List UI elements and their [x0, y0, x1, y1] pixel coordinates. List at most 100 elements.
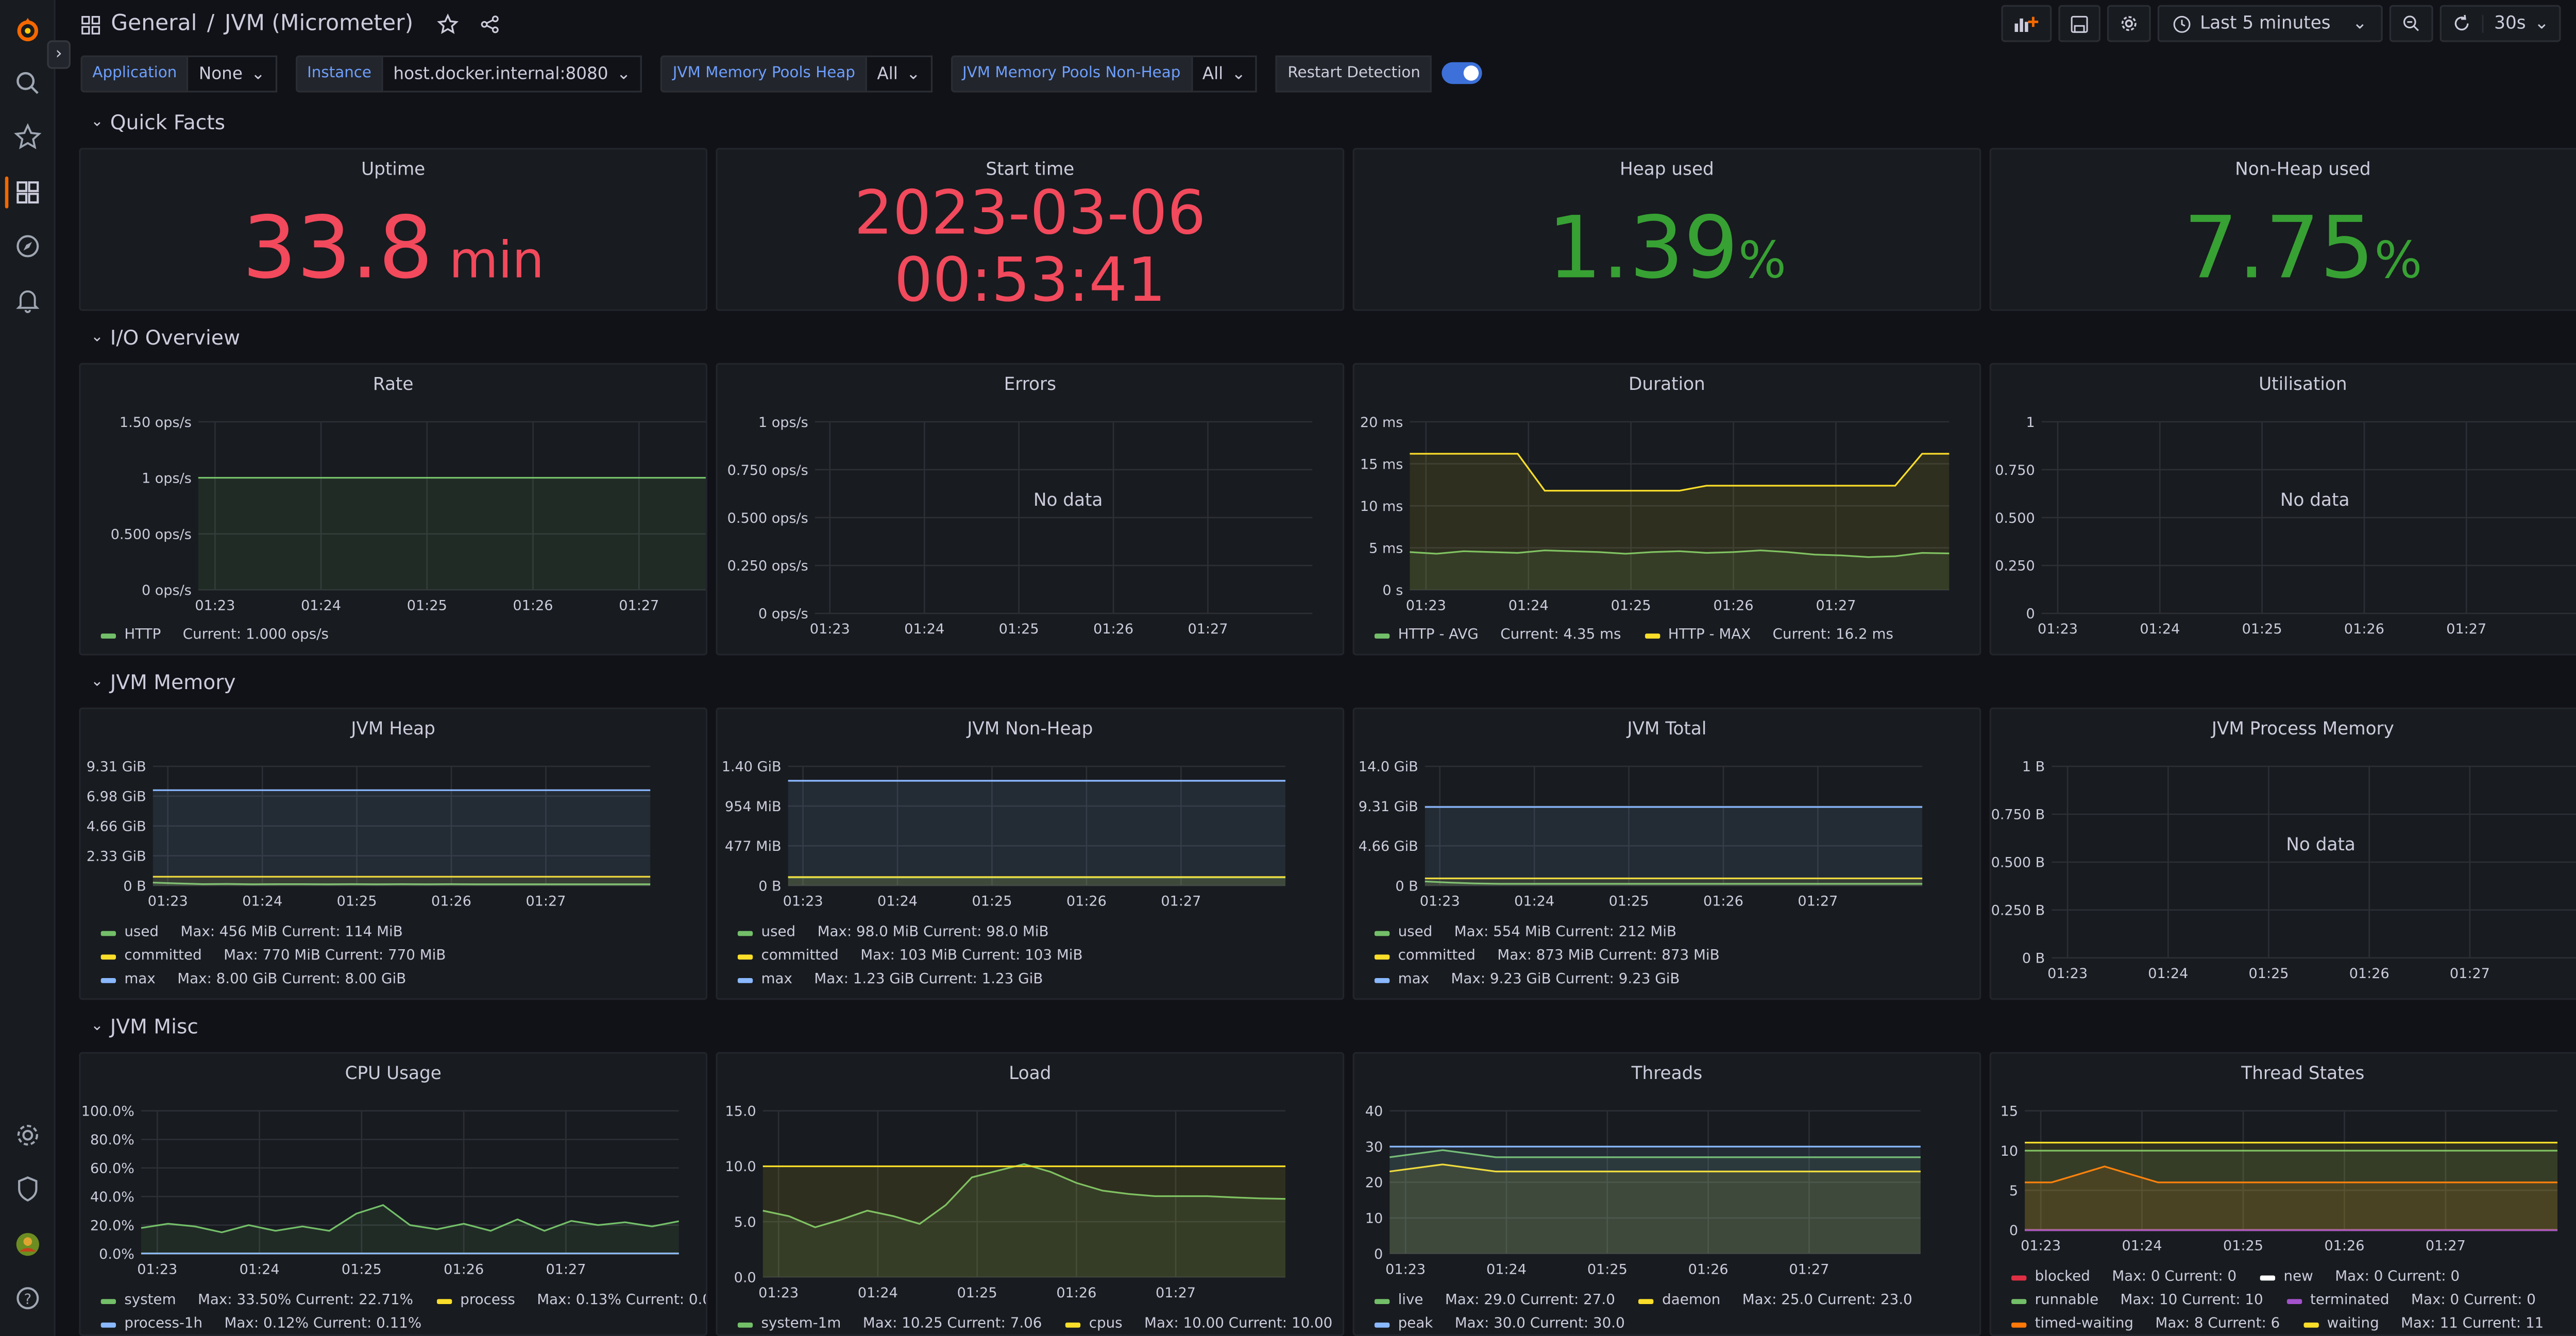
dashboard-grid-icon [81, 15, 100, 34]
legend-item[interactable]: HTTP Current: 1.000 ops/s [100, 627, 329, 644]
dashboard-settings-button[interactable] [2107, 5, 2151, 42]
legend-item[interactable]: blocked Max: 0 Current: 0 [2011, 1269, 2236, 1286]
var-instance-select[interactable]: host.docker.internal:8080 ⌄ [383, 55, 643, 93]
panel-jvm-heap[interactable]: JVM Heap 9.31 GiB 6.98 GiB 4.66 GiB 2.33 GiB… [79, 707, 708, 1000]
legend-item[interactable]: system Max: 33.50% Current: 22.71% [100, 1292, 413, 1309]
legend-name: max [124, 971, 156, 988]
row-jvm-memory[interactable]: ⌄ JVM Memory [91, 671, 235, 694]
nonheap-used-stat: 7.75% [1991, 200, 2576, 299]
legend-item[interactable]: cpus Max: 10.00 Current: 10.00 [1065, 1316, 1332, 1332]
dashboards-icon[interactable] [13, 178, 42, 207]
series-area-live [1389, 1150, 1921, 1254]
series-area-max [152, 790, 651, 886]
panel-jvm-nonheap[interactable]: JVM Non-Heap 1.40 GiB 954 MiB 477 MiB 0 B 01:… [716, 707, 1345, 1000]
legend-item[interactable]: HTTP - MAX Current: 16.2 ms [1645, 627, 1893, 644]
save-dashboard-button[interactable] [2059, 5, 2101, 42]
explore-icon[interactable] [13, 232, 42, 260]
legend-item[interactable]: used Max: 456 MiB Current: 114 MiB [100, 924, 403, 941]
series-line-used [1425, 880, 1923, 885]
avatar[interactable] [13, 1230, 42, 1258]
legend-values: Max: 30.0 Current: 30.0 [1454, 1315, 1625, 1333]
refresh-button[interactable]: | 30s ⌄ [2439, 5, 2561, 42]
legend-swatch [100, 632, 116, 638]
var-nonheap-pools-select[interactable]: All ⌄ [1192, 55, 1258, 93]
panel-threads[interactable]: Threads 40 30 20 10 0 01:23 01:24 01:25 01:26 01:2… [1352, 1052, 1981, 1336]
var-application-select[interactable]: None ⌄ [189, 55, 277, 93]
legend-item[interactable]: used Max: 554 MiB Current: 212 MiB [1374, 924, 1676, 941]
panel-errors[interactable]: Errors 1 ops/s 0.750 ops/s 0.500 ops/s 0.250… [716, 363, 1345, 656]
panel-load[interactable]: Load 15.0 10.0 5.0 0.0 01:23 01:24 01:25 01:26 01… [716, 1052, 1345, 1336]
legend-item[interactable]: max Max: 1.23 GiB Current: 1.23 GiB [737, 971, 1043, 988]
var-heap-pools-select[interactable]: All ⌄ [867, 55, 933, 93]
legend-row: max Max: 1.23 GiB Current: 1.23 GiB [737, 971, 1043, 997]
legend-item[interactable]: live Max: 29.0 Current: 27.0 [1374, 1292, 1615, 1309]
refresh-icon [2454, 14, 2468, 31]
legend-row-inner: used Max: 456 MiB Current: 114 MiB [100, 924, 403, 941]
active-indicator [5, 176, 9, 209]
panel-title: Threads [1631, 1064, 1703, 1084]
x-tick-label: 01:25 [1587, 1261, 1628, 1277]
legend-item[interactable]: used Max: 98.0 MiB Current: 98.0 MiB [737, 924, 1048, 941]
panel-jvm-process[interactable]: JVM Process Memory 1 B 0.750 B 0.500 B 0.250… [1989, 707, 2576, 1000]
gear-icon[interactable] [13, 1121, 42, 1149]
panel-nonheap-used[interactable]: Non-Heap used 7.75% [1989, 148, 2576, 311]
legend-item[interactable]: committed Max: 103 MiB Current: 103 MiB [737, 948, 1083, 965]
legend-row-inner: max Max: 8.00 GiB Current: 8.00 GiB [100, 971, 406, 988]
panel-start-time[interactable]: Start time 2023-03-06 00:53:41 [716, 148, 1345, 311]
legend-item[interactable]: process-1h Max: 0.12% Current: 0.11% [100, 1316, 421, 1332]
legend-item[interactable]: committed Max: 873 MiB Current: 873 MiB [1374, 948, 1720, 965]
legend-item[interactable]: runnable Max: 10 Current: 10 [2011, 1292, 2263, 1309]
legend-item[interactable]: process Max: 0.13% Current: 0.09% [436, 1292, 706, 1309]
legend-item[interactable]: timed-waiting Max: 8 Current: 6 [2011, 1316, 2280, 1332]
row-jvm-misc[interactable]: ⌄ JVM Misc [91, 1015, 198, 1039]
refresh-interval[interactable]: 30s [2494, 13, 2526, 34]
y-tick-label: 60.0% [90, 1160, 134, 1176]
panel-heap-used[interactable]: Heap used 1.39% [1352, 148, 1981, 311]
panel-uptime[interactable]: Uptime 33.8 min [79, 148, 708, 311]
breadcrumb-folder[interactable]: General [111, 11, 197, 37]
legend-item[interactable]: new Max: 0 Current: 0 [2260, 1269, 2460, 1286]
y-tick-label: 0.500 ops/s [111, 526, 192, 542]
legend-row-inner: timed-waiting Max: 8 Current: 6 waiting Max… [2011, 1316, 2544, 1332]
bell-icon[interactable] [13, 286, 42, 314]
legend-item[interactable]: max Max: 8.00 GiB Current: 8.00 GiB [100, 971, 406, 988]
panel-cpu[interactable]: CPU Usage 100.0% 80.0% 60.0% 40.0% 20.0% 0.0% 0… [79, 1052, 708, 1336]
panel-rate[interactable]: Rate 1.50 ops/s 1 ops/s 0.500 ops/s 0 ops/s 0… [79, 363, 708, 656]
add-panel-button[interactable] [2002, 5, 2053, 42]
row-quick-facts[interactable]: ⌄ Quick Facts [91, 111, 225, 134]
dashboard-title[interactable]: JVM (Micrometer) [224, 11, 414, 37]
star-icon[interactable] [13, 123, 42, 151]
share-icon[interactable] [479, 13, 500, 35]
grafana-logo-icon[interactable] [13, 15, 42, 43]
restart-detection-toggle[interactable] [1442, 62, 1483, 84]
panel-utilisation[interactable]: Utilisation 1 0.750 0.500 0.250 0 01:23 01:24 01… [1989, 363, 2576, 656]
panel-duration[interactable]: Duration 20 ms 15 ms 10 ms 5 ms 0 s 01:23 01:24… [1352, 363, 1981, 656]
legend-item[interactable]: terminated Max: 0 Current: 0 [2286, 1292, 2536, 1309]
zoom-out-button[interactable] [2389, 5, 2433, 42]
expand-sidebar-button[interactable]: › [47, 40, 71, 69]
legend-item[interactable]: HTTP - AVG Current: 4.35 ms [1374, 627, 1621, 644]
search-icon[interactable] [13, 69, 42, 97]
var-label: JVM Memory Pools Non-Heap [951, 55, 1193, 93]
legend-item[interactable]: daemon Max: 25.0 Current: 23.0 [1638, 1292, 1912, 1309]
row-io-overview[interactable]: ⌄ I/O Overview [91, 326, 240, 350]
y-tick-label: 5.0 [734, 1214, 756, 1230]
help-icon[interactable]: ? [13, 1284, 42, 1312]
legend-item[interactable]: system-1m Max: 10.25 Current: 7.06 [737, 1316, 1042, 1332]
panel-thread-states[interactable]: Thread States 15 10 5 0 01:23 01:24 01:25 01:26 0… [1989, 1052, 2576, 1336]
shield-icon[interactable] [13, 1175, 42, 1203]
legend-item[interactable]: max Max: 9.23 GiB Current: 9.23 GiB [1374, 971, 1680, 988]
favorite-star-icon[interactable] [437, 13, 459, 35]
legend-item[interactable]: peak Max: 30.0 Current: 30.0 [1374, 1315, 1625, 1333]
y-tick-label: 40 [1365, 1104, 1383, 1120]
legend-item[interactable]: waiting Max: 11 Current: 11 [2303, 1316, 2544, 1332]
x-tick-label: 01:23 [2047, 966, 2088, 982]
panel-jvm-total[interactable]: JVM Total 14.0 GiB 9.31 GiB 4.66 GiB 0 B 01:2… [1352, 707, 1981, 1000]
y-tick-label: 20.0% [90, 1218, 134, 1234]
legend-row-inner: peak Max: 30.0 Current: 30.0 [1374, 1315, 1625, 1333]
time-picker-button[interactable]: Last 5 minutes ⌄ [2158, 5, 2383, 42]
legend-item[interactable]: committed Max: 770 MiB Current: 770 MiB [100, 948, 446, 965]
x-tick-label: 01:27 [1789, 1261, 1829, 1277]
stat-unit: % [1738, 232, 1787, 291]
x-tick-label: 01:24 [1514, 894, 1554, 910]
